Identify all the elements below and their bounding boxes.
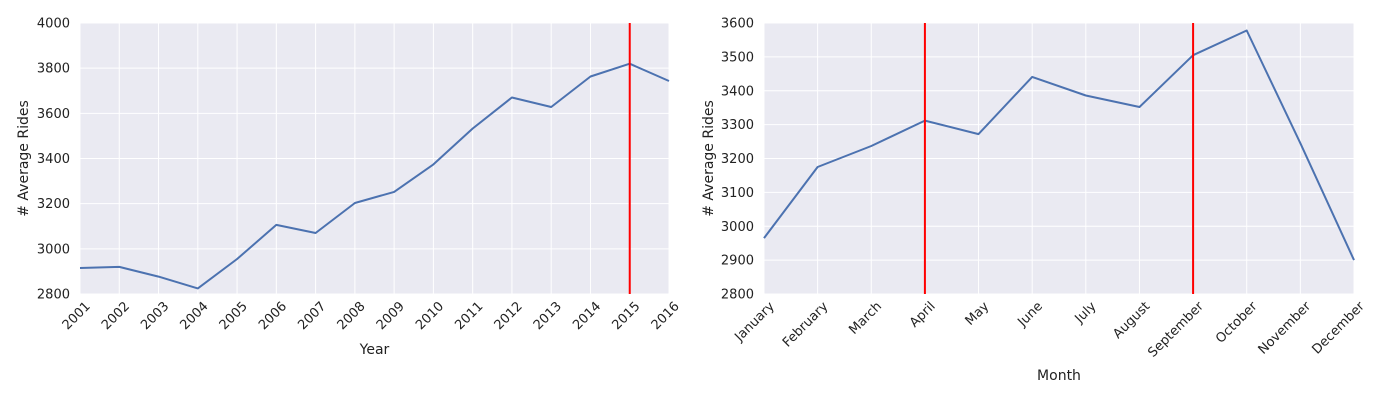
y-tick-label: 3600 (37, 107, 70, 122)
x-axis-label: Year (359, 342, 390, 358)
y-tick-label: 3800 (37, 62, 70, 77)
data-point (118, 266, 120, 268)
x-tick-label: September (1145, 299, 1207, 361)
data-point (1353, 259, 1355, 261)
data-point (432, 163, 434, 165)
x-tick-label: 2004 (178, 299, 212, 333)
x-tick-label: October (1213, 299, 1261, 347)
y-tick-label: 3400 (721, 84, 754, 99)
x-tick-label: 2014 (570, 299, 604, 333)
x-tick-label: January (732, 299, 778, 345)
x-tick-label: 2005 (217, 299, 251, 333)
data-point (550, 106, 552, 108)
series-line (79, 62, 670, 290)
x-tick-label: August (1110, 299, 1153, 342)
data-point (1085, 94, 1087, 96)
chart-average-rides-by-month: 2800 2900 3000 3100 3200 3300 3400 3500 3600 Janu… (690, 0, 1400, 404)
y-tick-label: 3400 (37, 152, 70, 167)
data-point (236, 258, 238, 260)
x-tick-label: 2001 (60, 299, 94, 333)
y-tick-label: 3600 (721, 17, 754, 32)
y-tick-label: 3000 (721, 220, 754, 235)
x-tick-label: 2011 (452, 299, 486, 333)
data-point (79, 267, 81, 269)
data-point (978, 133, 980, 135)
data-point (197, 287, 199, 289)
x-tick-label: 2006 (256, 299, 290, 333)
x-tick-label: 2013 (531, 299, 565, 333)
data-point (1138, 106, 1140, 108)
data-point (763, 237, 765, 239)
y-tick-label: 3100 (721, 186, 754, 201)
y-tick-label: 3300 (721, 118, 754, 133)
y-axis-label: # Average Rides (701, 100, 717, 217)
x-tick-label: April (907, 299, 939, 331)
data-point (158, 276, 160, 278)
x-tick-label: 2007 (295, 299, 329, 333)
data-point (668, 80, 670, 82)
x-tick-label: 2008 (335, 299, 369, 333)
x-tick-label: July (1072, 299, 1100, 327)
y-tick-label: 3500 (721, 50, 754, 65)
y-tick-label: 2900 (721, 254, 754, 269)
y-tick-label: 4000 (37, 17, 70, 32)
data-point (870, 145, 872, 147)
x-tick-label: February (780, 299, 832, 351)
x-tick-label: December (1309, 299, 1368, 358)
y-tick-label: 3200 (721, 152, 754, 167)
x-tick-label: 2002 (99, 299, 133, 333)
x-tick-label: 2009 (374, 299, 408, 333)
chart-average-rides-by-year: 2800 3000 3200 3400 3600 3800 4000 2001 2002 2003… (0, 0, 690, 404)
x-tick-label: 2010 (413, 299, 447, 333)
x-axis-label: Month (1037, 368, 1081, 384)
x-tick-label: 2012 (492, 299, 526, 333)
x-tick-label: 2015 (609, 299, 643, 333)
series-line (763, 29, 1355, 261)
x-tick-label: 2003 (138, 299, 172, 333)
y-tick-label: 3000 (37, 242, 70, 257)
x-tick-label: May (963, 299, 993, 329)
data-point (393, 191, 395, 193)
data-point (472, 127, 474, 129)
data-point (275, 224, 277, 226)
x-tick-label: 2016 (649, 299, 683, 333)
y-axis-label: # Average Rides (16, 100, 32, 217)
y-tick-label: 3200 (37, 197, 70, 212)
data-point (315, 232, 317, 234)
y-tick-label: 2800 (721, 288, 754, 303)
x-tick-label: November (1256, 299, 1315, 358)
y-tick-label: 2800 (37, 288, 70, 303)
data-point (1246, 29, 1248, 31)
data-point (1031, 76, 1033, 78)
data-point (511, 97, 513, 99)
data-point (1299, 142, 1301, 144)
x-tick-label: June (1015, 299, 1046, 330)
x-tick-label: March (846, 299, 885, 338)
data-point (589, 76, 591, 78)
chart-year-svg: 2800 3000 3200 3400 3600 3800 4000 2001 2002 2003… (16, 17, 683, 359)
data-point (817, 166, 819, 168)
chart-month-svg: 2800 2900 3000 3100 3200 3300 3400 3500 3600 Janu… (701, 17, 1368, 385)
data-point (354, 202, 356, 204)
